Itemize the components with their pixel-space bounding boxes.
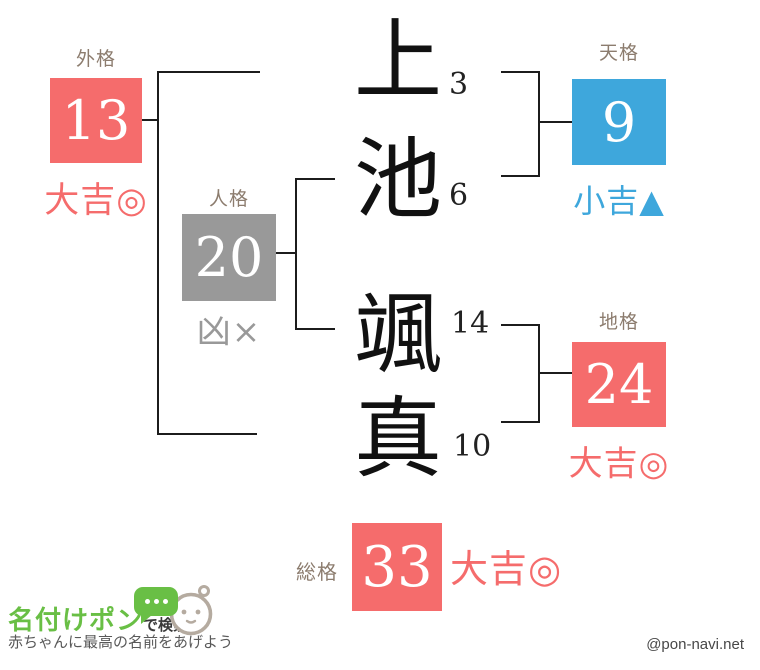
stroke-count-1: 3 <box>449 67 469 102</box>
name-char-2: 池 <box>353 128 442 231</box>
tenkaku-bracket-top-line <box>501 71 540 73</box>
gaikaku-bracket-top-line <box>157 71 260 73</box>
name-char-4: 真 <box>353 387 442 490</box>
chikaku-value-box: 24 <box>572 342 666 427</box>
chikaku-luck-text: 大吉◎ <box>568 444 670 484</box>
tenkaku-value: 9 <box>601 90 637 154</box>
chikaku-value: 24 <box>584 353 654 416</box>
soukaku-value-box: 33 <box>352 523 442 611</box>
bubble-dot <box>162 599 168 604</box>
jinkaku-value-box: 20 <box>182 214 276 301</box>
chikaku-box-connector-line <box>540 372 572 374</box>
gaikaku-label: 外格 <box>75 49 116 70</box>
jinkaku-bracket-top-line <box>295 178 335 180</box>
tenkaku-box-connector-line <box>540 121 572 123</box>
jinkaku-box-connector-line <box>275 252 297 254</box>
jinkaku-bracket-vertical-line <box>295 178 297 330</box>
stroke-count-2: 6 <box>449 178 469 213</box>
gaikaku-bracket-vertical-line <box>157 71 159 435</box>
speech-bubble-icon <box>134 587 178 624</box>
soukaku-label: 総格 <box>296 562 338 584</box>
tenkaku-bracket-vertical-line <box>538 71 540 177</box>
soukaku-luck-text: 大吉◎ <box>450 547 563 591</box>
brand-name: 名付けポン <box>8 605 144 635</box>
chikaku-bracket-top-line <box>501 324 540 326</box>
tenkaku-value-box: 9 <box>572 79 666 165</box>
bubble-dot <box>144 599 150 604</box>
tenkaku-bracket-bottom-line <box>501 175 540 177</box>
chikaku-bracket-vertical-line <box>538 324 540 423</box>
jinkaku-value: 20 <box>194 226 264 289</box>
brand-tagline: 赤ちゃんに最高の名前をあげよう <box>8 634 234 651</box>
jinkaku-luck-text: 凶× <box>196 312 262 352</box>
chikaku-label: 地格 <box>598 312 639 333</box>
tenkaku-label: 天格 <box>598 43 639 64</box>
tenkaku-luck-text: 小吉▲ <box>573 182 665 220</box>
gaikaku-value-box: 13 <box>50 78 142 163</box>
chikaku-bracket-bottom-line <box>501 421 540 423</box>
jinkaku-label: 人格 <box>208 189 249 210</box>
name-char-3: 颯 <box>353 283 442 386</box>
gaikaku-box-connector-line <box>141 119 159 121</box>
jinkaku-bracket-bottom-line <box>295 328 335 330</box>
gaikaku-value: 13 <box>61 89 131 152</box>
soukaku-value: 33 <box>361 534 433 600</box>
stroke-count-4: 10 <box>453 429 492 464</box>
gaikaku-bracket-bottom-line <box>157 433 257 435</box>
stroke-count-3: 14 <box>451 306 490 341</box>
site-credit: @pon-navi.net <box>646 636 744 653</box>
name-char-1: 上 <box>353 9 442 112</box>
bubble-dot <box>153 599 159 604</box>
gaikaku-luck-text: 大吉◎ <box>44 181 148 221</box>
